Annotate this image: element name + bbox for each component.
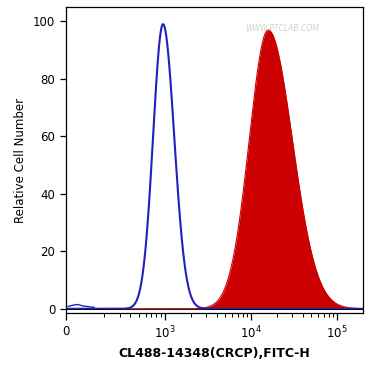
- Text: WWW.PTCLAB.COM: WWW.PTCLAB.COM: [246, 24, 320, 33]
- Y-axis label: Relative Cell Number: Relative Cell Number: [14, 98, 27, 222]
- X-axis label: CL488-14348(CRCP),FITC-H: CL488-14348(CRCP),FITC-H: [118, 347, 310, 360]
